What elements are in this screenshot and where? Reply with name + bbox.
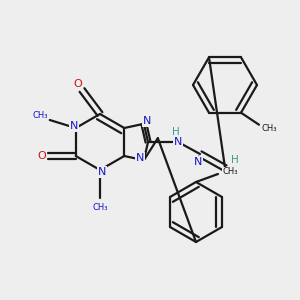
Text: CH₃: CH₃ bbox=[92, 203, 108, 212]
Text: N: N bbox=[194, 157, 202, 167]
Text: H: H bbox=[172, 127, 180, 137]
Text: CH₃: CH₃ bbox=[222, 167, 238, 176]
Text: N: N bbox=[70, 121, 78, 131]
Text: H: H bbox=[231, 155, 239, 165]
Text: CH₃: CH₃ bbox=[261, 124, 277, 133]
Text: N: N bbox=[136, 153, 144, 163]
Text: N: N bbox=[98, 167, 106, 177]
Text: N: N bbox=[174, 137, 182, 147]
Text: CH₃: CH₃ bbox=[32, 112, 47, 121]
Text: N: N bbox=[143, 116, 151, 126]
Text: O: O bbox=[74, 79, 82, 89]
Text: O: O bbox=[38, 151, 46, 161]
